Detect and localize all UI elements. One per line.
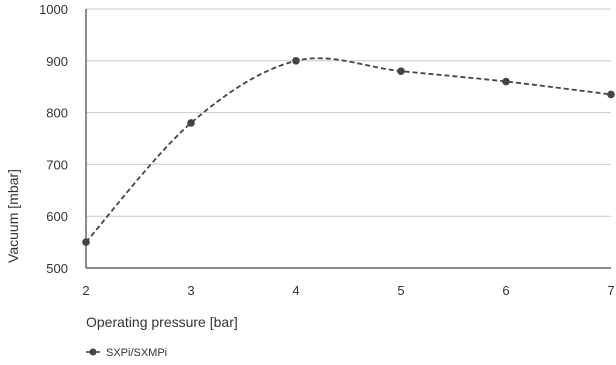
- x-axis-label: Operating pressure [bar]: [86, 314, 238, 330]
- axes: [85, 9, 611, 269]
- data-point-3: [187, 119, 195, 127]
- data-point-6: [502, 77, 510, 86]
- legend: SXPi/SXMPi: [86, 347, 167, 359]
- data-point-4: [292, 57, 300, 65]
- legend-entry-sxpi-sxmpi: SXPi/SXMPi: [106, 347, 167, 359]
- legend-marker-icon: [89, 348, 97, 356]
- x-tick-label: 3: [187, 283, 194, 298]
- y-tick-label: 500: [46, 261, 68, 276]
- grid-lines: [86, 8, 611, 217]
- x-tick-labels: 2 3 4 5 6 7: [82, 283, 614, 298]
- y-tick-label: 900: [46, 54, 68, 69]
- y-tick-labels: 500 600 700 800 900 1000: [39, 2, 68, 276]
- data-point-5: [397, 67, 405, 75]
- series: [82, 57, 615, 246]
- x-tick-label: 5: [397, 283, 404, 298]
- x-tick-label: 6: [502, 283, 509, 298]
- y-axis-label: Vacuum [mbar]: [5, 169, 21, 263]
- y-tick-label: 1000: [39, 2, 68, 17]
- data-point-7: [607, 90, 615, 99]
- y-tick-label: 700: [46, 157, 68, 172]
- y-tick-label: 800: [46, 106, 68, 121]
- y-tick-label: 600: [46, 209, 68, 224]
- series-line-0: [85, 57, 612, 243]
- x-tick-label: 7: [607, 283, 614, 298]
- x-tick-label: 2: [82, 283, 89, 298]
- x-tick-label: 4: [292, 283, 299, 298]
- data-point-2: [82, 238, 90, 246]
